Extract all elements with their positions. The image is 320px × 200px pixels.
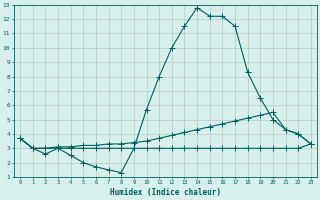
X-axis label: Humidex (Indice chaleur): Humidex (Indice chaleur): [110, 188, 221, 197]
